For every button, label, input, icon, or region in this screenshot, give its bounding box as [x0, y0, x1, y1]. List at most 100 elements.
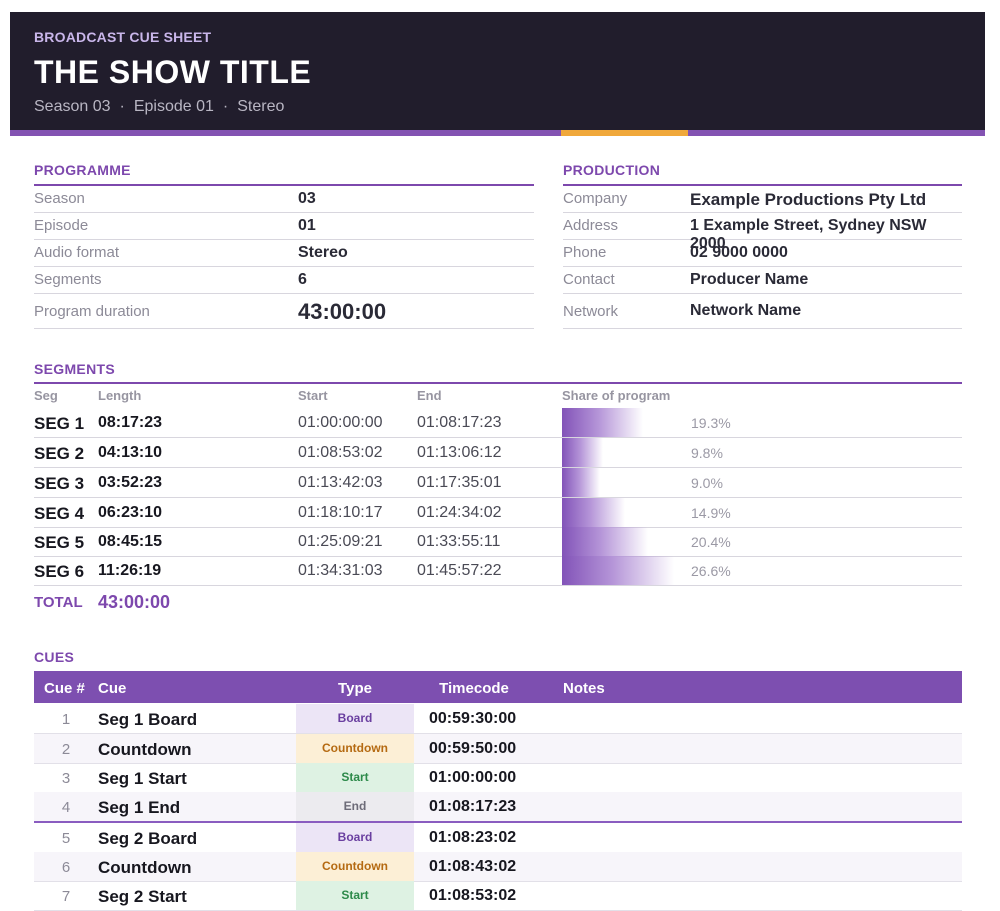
- cues-col-notes: Notes: [563, 680, 605, 697]
- programme-row: Episode 01: [34, 213, 534, 240]
- header-accent-bar: [10, 130, 985, 136]
- production-row: Contact Producer Name: [563, 267, 962, 294]
- segments-col-end: End: [417, 388, 442, 403]
- cue-name: Seg 1 End: [98, 798, 181, 817]
- cue-timecode: 00:59:50:00: [429, 740, 517, 757]
- cue-row[interactable]: 6 Countdown Countdown 01:08:43:02: [34, 852, 962, 882]
- programme-key: Audio format: [34, 244, 120, 261]
- cue-name: Seg 2 Start: [98, 887, 187, 906]
- production-key: Address: [563, 217, 619, 234]
- cue-name: Countdown: [98, 858, 192, 877]
- cue-number: 2: [61, 741, 71, 758]
- programme-row: Program duration 43:00:00: [34, 294, 534, 329]
- segment-share-percent: 19.3%: [691, 415, 731, 431]
- segment-end: 01:08:17:23: [417, 414, 502, 431]
- production-row: Company Example Productions Pty Ltd: [563, 186, 962, 213]
- segment-share-percent: 9.0%: [691, 475, 723, 491]
- segment-start: 01:25:09:21: [298, 533, 383, 550]
- cue-name: Seg 2 Board: [98, 829, 198, 848]
- cue-row[interactable]: 3 Seg 1 Start Start 01:00:00:00: [34, 763, 962, 793]
- cue-number: 3: [61, 770, 71, 787]
- production-row: Address 1 Example Street, Sydney NSW 200…: [563, 213, 962, 252]
- header-banner: BROADCAST CUE SHEET THE SHOW TITLE Seaso…: [10, 12, 985, 130]
- cue-name: Countdown: [98, 740, 192, 759]
- production-row: Phone 02 9000 0000: [563, 240, 962, 267]
- programme-rule: [34, 184, 534, 186]
- segment-start: 01:13:42:03: [298, 474, 383, 491]
- programme-key: Program duration: [34, 303, 150, 320]
- segment-row: SEG 5 08:45:15 01:25:09:21 01:33:55:11 2…: [34, 527, 962, 557]
- segment-share-bar: [562, 498, 625, 527]
- cue-row[interactable]: 7 Seg 2 Start Start 01:08:53:02: [34, 881, 962, 911]
- segment-length: 04:13:10: [98, 444, 163, 461]
- cue-row[interactable]: 2 Countdown Countdown 00:59:50:00: [34, 734, 962, 764]
- segments-col-seg: Seg: [34, 388, 58, 403]
- segment-row: SEG 3 03:52:23 01:13:42:03 01:17:35:01 9…: [34, 468, 962, 498]
- cues-col-timecode: Timecode: [439, 680, 509, 697]
- cue-number: 4: [61, 799, 71, 816]
- segment-end: 01:33:55:11: [417, 533, 501, 550]
- programme-heading: PROGRAMME: [34, 162, 131, 178]
- segment-start: 01:18:10:17: [298, 504, 383, 521]
- production-value: Example Productions Pty Ltd: [690, 190, 927, 209]
- segments-heading: SEGMENTS: [34, 361, 115, 377]
- production-value: Network Name: [690, 302, 802, 319]
- cues-col-type: Type: [338, 680, 372, 697]
- segment-share-bar: [562, 438, 603, 467]
- programme-key: Season: [34, 190, 85, 207]
- segment-id: SEG 1: [34, 414, 85, 433]
- segments-col-share: Share of program: [562, 388, 671, 403]
- cue-number: 5: [61, 830, 71, 847]
- programme-row: Segments 6: [34, 267, 534, 294]
- cue-type-badge: Board: [296, 823, 414, 852]
- segment-id: SEG 4: [34, 504, 85, 523]
- cue-row[interactable]: 1 Seg 1 Board Board 00:59:30:00: [34, 704, 962, 734]
- production-key: Phone: [563, 244, 607, 261]
- cue-name: Seg 1 Start: [98, 769, 187, 788]
- cues-col-cue: Cue: [98, 680, 127, 697]
- cue-row[interactable]: 4 Seg 1 End End 01:08:17:23: [34, 792, 962, 823]
- cue-timecode: 01:08:17:23: [429, 798, 517, 815]
- programme-value: 03: [298, 190, 316, 207]
- segment-length: 11:26:19: [98, 562, 162, 579]
- segments-total-label: TOTAL: [34, 594, 83, 611]
- production-key: Company: [563, 190, 628, 207]
- programme-value: 6: [298, 271, 307, 288]
- segment-share-percent: 14.9%: [691, 505, 731, 521]
- segment-start: 01:00:00:00: [298, 414, 383, 431]
- audio-text: Stereo: [237, 98, 285, 115]
- production-value: 1 Example Street, Sydney NSW 2000: [690, 217, 927, 252]
- cue-name: Seg 1 Board: [98, 710, 198, 729]
- separator-dot: ·: [222, 98, 229, 115]
- segment-end: 01:13:06:12: [417, 444, 502, 461]
- show-title: THE SHOW TITLE: [34, 54, 312, 90]
- program-duration-value: 43:00:00: [298, 299, 387, 324]
- cue-timecode: 01:08:53:02: [429, 887, 517, 904]
- separator-dot: ·: [119, 98, 125, 115]
- production-key: Contact: [563, 271, 615, 288]
- segment-end: 01:45:57:22: [417, 562, 502, 579]
- cue-type-badge: Countdown: [296, 734, 414, 763]
- cue-timecode: 00:59:30:00: [429, 710, 517, 727]
- production-row: Network Network Name: [563, 294, 962, 329]
- production-key: Network: [563, 303, 619, 320]
- segment-row: SEG 4 06:23:10 01:18:10:17 01:24:34:02 1…: [34, 498, 962, 528]
- segments-rule: [34, 382, 962, 384]
- production-value: 02 9000 0000: [690, 244, 788, 261]
- cue-type-badge: Start: [296, 763, 414, 792]
- segment-share-bar: [562, 408, 643, 437]
- cue-row[interactable]: 5 Seg 2 Board Board 01:08:23:02: [34, 823, 962, 853]
- programme-value: Stereo: [298, 244, 348, 261]
- production-value: Producer Name: [690, 271, 809, 288]
- cue-type-badge: End: [296, 792, 414, 821]
- segments-total-value: 43:00:00: [98, 592, 171, 612]
- programme-row: Season 03: [34, 186, 534, 213]
- segment-share-percent: 26.6%: [691, 563, 731, 579]
- segment-length: 03:52:23: [98, 474, 163, 491]
- episode-text: Episode 01: [133, 98, 214, 115]
- segment-share-bar: [562, 556, 674, 585]
- segment-id: SEG 5: [34, 533, 85, 552]
- segment-start: 01:34:31:03: [298, 562, 383, 579]
- cue-type-badge: Start: [296, 881, 414, 910]
- segment-id: SEG 3: [34, 474, 85, 493]
